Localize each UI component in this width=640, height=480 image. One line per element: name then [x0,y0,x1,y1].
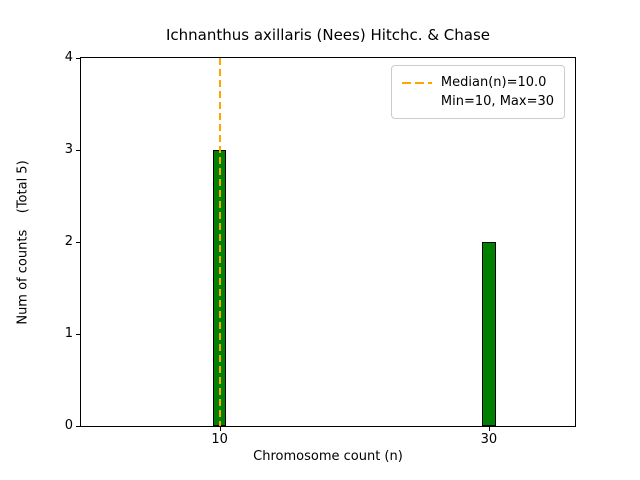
bar [482,242,496,426]
legend-entry-median: Median(n)=10.0 [401,73,554,92]
y-tick-label: 3 [64,142,73,157]
median-line [218,58,221,426]
legend-entry-minmax: Min=10, Max=30 [402,92,554,111]
y-tick-mark [76,242,80,243]
x-axis-label: Chromosome count (n) [253,449,403,464]
y-tick-label: 1 [64,326,73,341]
y-tick-mark [76,334,80,335]
y-tick-label: 2 [64,234,73,249]
median-dashed-line-icon [401,81,432,84]
y-tick-label: 0 [64,418,73,433]
legend-label-median: Median(n)=10.0 [440,75,547,90]
x-tick-mark [488,427,490,431]
plot-area: Median(n)=10.0 Min=10, Max=30 10 30 0 1 2 3 4 [65,50,576,447]
legend-label-minmax: Min=10, Max=30 [440,94,554,109]
y-axis-label: Num of counts (Total 5) [15,159,31,325]
y-tick-mark [76,150,80,151]
x-tick-label: 10 [211,432,228,447]
y-tick-label: 4 [64,50,73,65]
x-tick-label: 30 [480,432,498,447]
chart-title: Ichnanthus axillaris (Nees) Hitchc. & Ch… [165,26,491,44]
legend: Median(n)=10.0 Min=10, Max=30 [390,65,565,119]
y-tick-mark [76,426,80,427]
x-tick-mark [219,427,221,431]
y-tick-mark [76,58,80,59]
y-axis-label-wrap: Num of counts (Total 5) [14,57,32,427]
